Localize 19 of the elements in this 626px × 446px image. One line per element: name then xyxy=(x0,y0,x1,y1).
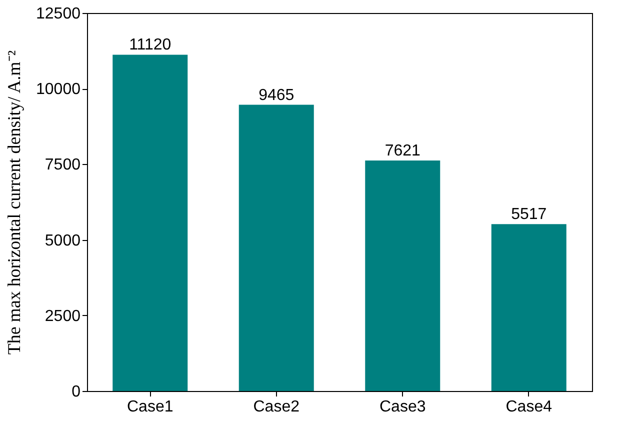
bar xyxy=(491,224,566,391)
data-label: 11120 xyxy=(129,36,172,54)
x-tick-label: Case1 xyxy=(127,398,174,416)
x-tick-label: Case3 xyxy=(380,398,426,416)
data-label: 9465 xyxy=(258,86,294,104)
x-tick-label: Case4 xyxy=(506,398,552,416)
y-tick-label: 7500 xyxy=(44,156,81,174)
bar xyxy=(238,104,314,391)
x-tick-label: Case2 xyxy=(253,398,300,416)
data-label: 7621 xyxy=(384,142,421,160)
bar xyxy=(365,160,440,391)
data-label: 5517 xyxy=(511,206,547,224)
y-tick-label: 5000 xyxy=(44,232,81,250)
y-tick-label: 12500 xyxy=(36,6,81,22)
y-tick-label: 2500 xyxy=(44,308,81,325)
bar xyxy=(112,54,188,391)
y-axis-title: The max horizontal current density/ A.m⁻² xyxy=(4,50,24,355)
y-tick-label: 10000 xyxy=(36,81,81,98)
y-tick-label: 0 xyxy=(72,384,81,400)
